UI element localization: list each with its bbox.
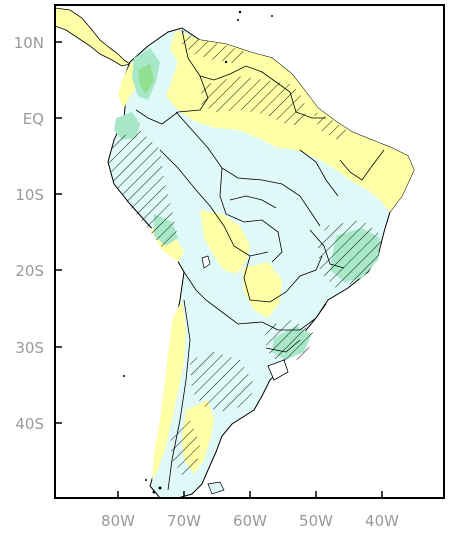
lat-label-40s: 40S [15, 415, 44, 433]
lake-titicaca [201, 255, 211, 269]
lat-label-10s: 10S [15, 186, 44, 204]
lat-label-30s: 30S [15, 339, 44, 357]
latitude-axis: 10N EQ 10S 20S 30S 40S [14, 34, 62, 433]
lon-label-50w: 50W [299, 512, 333, 530]
lat-label-10n: 10N [14, 34, 44, 52]
longitude-axis: 80W 70W 60W 50W 40W [101, 491, 399, 530]
lagoa-dos-patos [267, 359, 289, 381]
lat-label-20s: 20S [15, 262, 44, 280]
lon-label-40w: 40W [365, 512, 399, 530]
lon-label-60w: 60W [233, 512, 267, 530]
falkland-islands [207, 481, 225, 495]
country-borders [135, 29, 385, 491]
lat-label-eq: EQ [23, 110, 44, 128]
yellow-anomaly-regions [118, 30, 414, 480]
significance-hatching [108, 30, 382, 478]
lon-label-80w: 80W [101, 512, 135, 530]
coastline-details [123, 10, 273, 494]
lon-label-70w: 70W [167, 512, 201, 530]
